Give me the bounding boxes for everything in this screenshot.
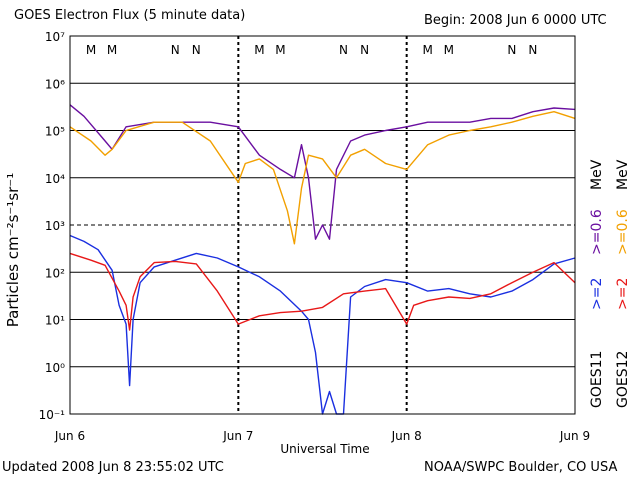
legend-goes12-ge06: >=0.6 [615,209,631,255]
updated-timestamp: Updated 2008 Jun 8 23:55:02 UTC [2,460,224,475]
marker-n: N [192,43,201,57]
x-tick-label: Jun 9 [559,429,590,443]
marker-n: N [171,43,180,57]
series-line [69,110,576,245]
y-tick-label: 10⁵ [45,125,65,139]
x-axis-label: Universal Time [280,442,369,456]
marker-n: N [507,43,516,57]
legend-goes12-ge2: >=2 [615,278,631,310]
x-tick-label: Jun 6 [54,429,85,443]
series-lines [69,104,576,415]
legend-unit-2: MeV [615,159,631,190]
legend-goes11: GOES11 [589,351,605,408]
credit-line: NOAA/SWPC Boulder, CO USA [424,460,618,475]
marker-n: N [360,43,369,57]
marker-m: M [444,43,454,57]
marker-m: M [86,43,96,57]
y-tick-label: 10⁶ [45,77,65,91]
plot-frame [69,35,576,415]
y-tick-label: 10³ [45,219,65,233]
x-tick-label: Jun 7 [222,429,253,443]
legend-goes11-ge06: >=0.6 [589,209,605,255]
y-tick-labels: 10⁻¹ 10⁰ 10¹ 10² 10³ 10⁴ 10⁵ 10⁶ 10⁷ [39,30,66,422]
y-tick-label: 10² [45,266,65,280]
y-tick-label: 10⁷ [45,30,65,44]
legend-goes12: GOES12 [615,351,631,408]
marker-m: M [107,43,117,57]
y-axis-label: Particles cm⁻²s⁻¹sr⁻¹ [4,173,22,327]
marker-n: N [528,43,537,57]
legend-goes11-ge2: >=2 [589,278,605,310]
y-tick-label: 10⁰ [45,361,65,375]
series-line [69,252,576,331]
marker-n: N [339,43,348,57]
grid-lines [70,36,575,414]
legend-unit-1: MeV [589,159,605,190]
y-tick-label: 10¹ [45,314,65,328]
x-tick-label: Jun 8 [391,429,422,443]
legend-vertical: >=2 >=0.6 MeV >=2 >=0.6 MeV GOES11 GOES1… [589,159,631,408]
chart-title: GOES Electron Flux (5 minute data) [14,8,246,23]
marker-m: M [423,43,433,57]
begin-date: Begin: 2008 Jun 6 0000 UTC [424,13,607,28]
marker-m: M [254,43,264,57]
marker-m: M [275,43,285,57]
series-line [69,234,576,415]
y-tick-label: 10⁻¹ [39,408,66,422]
x-tick-labels: Jun 6 Jun 7 Jun 8 Jun 9 [54,429,590,443]
y-tick-label: 10⁴ [45,172,65,186]
